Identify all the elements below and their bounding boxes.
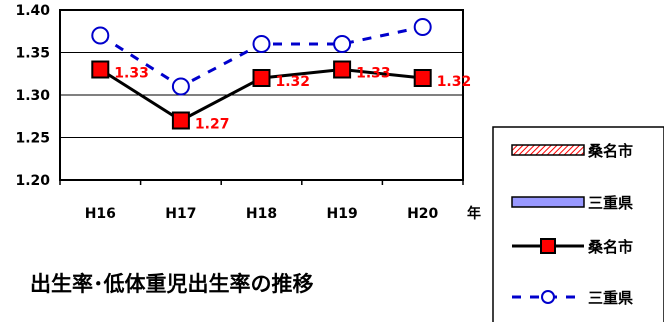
y-tick-label: 1.25: [15, 131, 50, 147]
y-tick-label: 1.35: [15, 46, 50, 62]
series-point-kuwana: [91, 60, 110, 79]
series-point-mie: [333, 35, 352, 53]
x-axis-ticks: H16 H17 H18 H19 H20: [59, 180, 464, 222]
series-point-mie: [171, 77, 190, 96]
series-point-kuwana: [252, 69, 271, 87]
series-point-kuwana: [171, 111, 190, 130]
legend-label: 三重県: [588, 289, 633, 307]
x-axis-unit: 年: [467, 205, 481, 222]
y-tick-label: 1.40: [15, 3, 50, 19]
chart-title: 出生率･低体重児出生率の推移: [30, 272, 314, 296]
x-tick-label: H18: [246, 206, 277, 222]
data-label-kuwana: 1.32: [276, 74, 311, 90]
legend-swatch-mie-bar: [511, 196, 585, 208]
series-point-kuwana: [413, 69, 432, 87]
data-label-kuwana: 1.27: [195, 117, 230, 133]
legend-marker-square: [540, 238, 556, 254]
legend-swatch-kuwana-bar: [511, 144, 585, 156]
y-tick-label: 1.30: [15, 88, 50, 104]
series-point-kuwana: [333, 60, 352, 79]
legend-marker-circle: [541, 290, 555, 304]
series-point-mie: [91, 26, 110, 45]
x-tick-label: H19: [326, 206, 357, 222]
legend-label: 三重県: [588, 194, 633, 212]
data-label-kuwana: 1.33: [356, 66, 391, 82]
series-point-mie: [413, 18, 432, 36]
x-tick-label: H16: [85, 206, 116, 222]
x-tick-label: H17: [165, 206, 196, 222]
data-label-kuwana: 1.32: [437, 74, 472, 90]
legend-label: 桑名市: [588, 238, 633, 256]
x-tick-label: H20: [407, 206, 438, 222]
legend-box: [492, 126, 664, 322]
series-point-mie: [252, 35, 271, 53]
legend-label: 桑名市: [588, 142, 633, 160]
y-tick-label: 1.20: [15, 173, 50, 189]
data-label-kuwana: 1.33: [114, 66, 149, 82]
series-layer: 1.33 1.27 1.32 1.33 1.32: [91, 18, 472, 133]
y-axis-ticks: 1.20 1.25 1.30 1.35 1.40: [15, 3, 50, 189]
